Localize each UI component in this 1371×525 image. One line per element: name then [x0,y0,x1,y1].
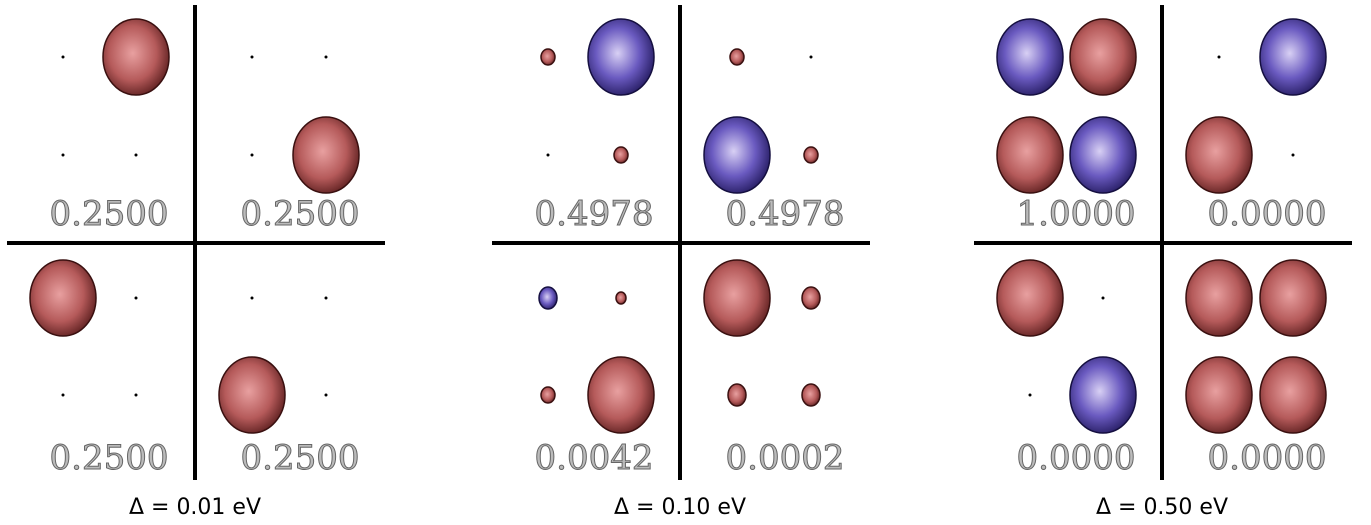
lobe [704,260,770,336]
quadrant-value: 0.4978 [535,194,654,234]
dot [325,56,328,59]
dot [547,154,550,157]
dot [251,56,254,59]
dot [251,154,254,157]
lobe [293,117,359,193]
quadrant-value: 0.0000 [1208,194,1327,234]
lobe [1186,260,1252,336]
lobe [997,117,1063,193]
lobe [704,117,770,193]
quadrant-value: 0.2500 [50,194,169,234]
dot [1029,394,1032,397]
quadrant-value: 0.0000 [1017,438,1136,478]
lobe [1260,357,1326,433]
dot [135,297,138,300]
lobe [802,384,820,406]
quadrant-value: 0.2500 [50,438,169,478]
lobe [541,387,555,403]
dot [325,297,328,300]
lobe [588,19,654,95]
dot [810,56,813,59]
lobe [728,384,746,406]
lobe [730,49,744,65]
figure: 0.2500 0.2500 0.2500 0.2500 Δ = 0.01 eV 0.497… [0,0,1371,525]
dot [1102,297,1105,300]
lobe [997,19,1063,95]
lobe [802,287,820,309]
quadrant-value: 0.0042 [535,438,654,478]
quadrant-value: 0.0000 [1208,438,1327,478]
lobe [1186,357,1252,433]
dot [62,394,65,397]
lobe [539,287,557,309]
quadrant-value: 1.0000 [1017,194,1136,234]
panel-label: Δ = 0.10 eV [614,495,746,520]
dot [135,394,138,397]
dot [135,154,138,157]
dot [62,154,65,157]
dot [62,56,65,59]
quadrant-value: 0.2500 [241,194,360,234]
lobe [1260,19,1326,95]
dot [1292,154,1295,157]
lobe [541,49,555,65]
dot [251,297,254,300]
lobe [614,147,628,163]
lobe [616,292,626,304]
quadrant-value: 0.4978 [726,194,845,234]
lobe [219,357,285,433]
lobe [804,147,818,163]
lobe [997,260,1063,336]
quadrant-value: 0.2500 [241,438,360,478]
quadrant-value: 0.0002 [726,438,845,478]
lobe [30,260,96,336]
lobe [1070,357,1136,433]
lobe [1260,260,1326,336]
dot [325,394,328,397]
panel-label: Δ = 0.01 eV [129,495,261,520]
lobe [1070,19,1136,95]
dot [1218,56,1221,59]
lobe [103,19,169,95]
lobe [1186,117,1252,193]
panel-label: Δ = 0.50 eV [1096,495,1228,520]
lobe [588,357,654,433]
page: 0.2500 0.2500 0.2500 0.2500 Δ = 0.01 eV 0.497… [0,0,1371,525]
lobe [1070,117,1136,193]
